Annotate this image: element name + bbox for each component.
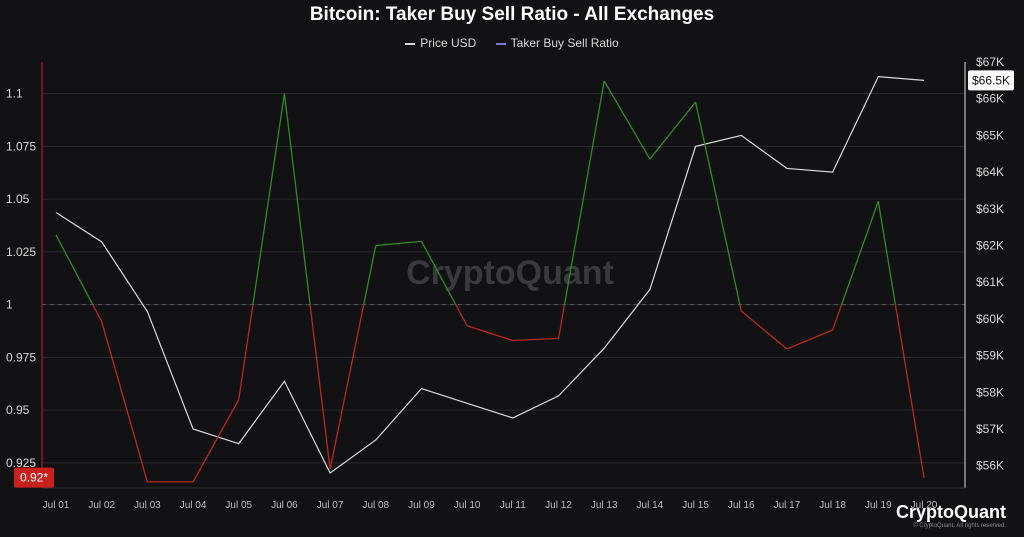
left-tick-label-2: 1.05 — [6, 192, 30, 206]
x-tick-label-11: Jul 12 — [545, 500, 572, 511]
left-tick-label-3: 1.025 — [6, 245, 36, 259]
legend-swatch-ratio — [495, 42, 506, 45]
left-tick-label-4: 1 — [6, 298, 13, 312]
watermark-text: CryptoQuant — [406, 254, 614, 292]
x-tick-label-3: Jul 04 — [180, 500, 207, 511]
left-tick-label-0: 1.1 — [6, 87, 23, 101]
ratio-segment-23 — [786, 329, 833, 350]
ratio-segment-13 — [455, 304, 468, 327]
ratio-segment-10 — [363, 245, 377, 305]
ratio-current-badge — [14, 467, 54, 488]
right-tick-label-7: $60K — [976, 312, 1004, 326]
ratio-segment-4 — [192, 399, 240, 483]
ratio-segment-21 — [739, 304, 742, 312]
ratio-segment-19 — [649, 101, 697, 160]
ratio-segment-7 — [283, 93, 311, 305]
ratio-segment-6 — [252, 93, 286, 305]
x-tick-label-12: Jul 13 — [591, 500, 618, 511]
x-tick-label-15: Jul 16 — [728, 500, 755, 511]
price-current-label: $66.5K — [972, 73, 1010, 87]
ratio-segment-26 — [877, 201, 897, 305]
x-tick-label-6: Jul 07 — [317, 500, 344, 511]
legend-label-ratio: Taker Buy Sell Ratio — [510, 36, 619, 50]
brand-copyright: © CryptoQuant. All rights reserved. — [913, 523, 1006, 529]
left-tick-label-5: 0.975 — [6, 350, 36, 364]
right-tick-label-3: $64K — [976, 165, 1004, 179]
ratio-segment-9 — [329, 304, 365, 470]
right-tick-label-0: $67K — [976, 55, 1004, 69]
x-tick-label-1: Jul 02 — [88, 500, 115, 511]
chart-legend: Price USD Taker Buy Sell Ratio — [0, 36, 1024, 50]
x-tick-label-8: Jul 09 — [408, 500, 435, 511]
legend-item-ratio[interactable]: Taker Buy Sell Ratio — [495, 36, 619, 50]
ratio-segment-5 — [238, 304, 254, 400]
ratio-segment-12 — [420, 241, 457, 305]
brand-logo: CryptoQuant © CryptoQuant. All rights re… — [896, 502, 1006, 529]
ratio-segment-22 — [740, 310, 788, 350]
ratio-segment-0 — [55, 234, 94, 305]
ratio-segment-20 — [694, 101, 741, 305]
ratio-segment-1 — [92, 304, 103, 322]
legend-item-price[interactable]: Price USD — [405, 36, 476, 50]
x-tick-label-18: Jul 19 — [865, 500, 892, 511]
right-tick-label-4: $63K — [976, 202, 1004, 216]
ratio-segment-11 — [375, 240, 422, 247]
ratio-segment-24 — [832, 304, 843, 331]
ratio-current-label: 0.92* — [20, 471, 48, 485]
ratio-segment-17 — [563, 80, 605, 305]
right-tick-label-11: $56K — [976, 459, 1004, 473]
right-tick-label-10: $57K — [976, 422, 1004, 436]
ratio-segment-2 — [101, 321, 148, 483]
right-tick-label-5: $62K — [976, 238, 1004, 252]
x-tick-label-5: Jul 06 — [271, 500, 298, 511]
ratio-segment-16 — [557, 304, 566, 339]
x-tick-label-14: Jul 15 — [682, 500, 709, 511]
price-current-badge — [968, 70, 1014, 91]
brand-name: CryptoQuant — [896, 502, 1006, 522]
price-usd-line — [55, 76, 925, 474]
ratio-segment-14 — [466, 325, 514, 342]
ratio-segment-25 — [841, 201, 879, 305]
right-tick-label-1: $66K — [976, 92, 1004, 106]
ratio-segment-15 — [512, 337, 559, 342]
x-tick-label-17: Jul 18 — [819, 500, 846, 511]
left-tick-label-1: 1.075 — [6, 139, 36, 153]
right-tick-label-9: $58K — [976, 385, 1004, 399]
x-tick-label-10: Jul 11 — [500, 500, 526, 511]
x-tick-label-19: Jul 20 — [911, 500, 938, 511]
right-tick-label-2: $65K — [976, 128, 1004, 142]
x-tick-label-13: Jul 14 — [637, 500, 664, 511]
right-tick-label-8: $59K — [976, 349, 1004, 363]
left-tick-label-7: 0.925 — [6, 456, 36, 470]
ratio-segment-8 — [309, 304, 331, 470]
x-tick-label-7: Jul 08 — [362, 500, 389, 511]
ratio-segment-18 — [603, 80, 651, 160]
right-tick-label-6: $61K — [976, 275, 1004, 289]
legend-label-price: Price USD — [420, 36, 477, 50]
left-tick-label-6: 0.95 — [6, 403, 30, 417]
x-tick-label-2: Jul 03 — [134, 500, 161, 511]
ratio-segment-27 — [894, 304, 925, 478]
x-tick-label-4: Jul 05 — [225, 500, 252, 511]
x-tick-label-0: Jul 01 — [43, 500, 70, 511]
x-tick-label-16: Jul 17 — [774, 500, 801, 511]
legend-swatch-price — [405, 42, 416, 45]
chart-title: Bitcoin: Taker Buy Sell Ratio - All Exch… — [309, 4, 715, 25]
x-tick-label-9: Jul 10 — [454, 500, 481, 511]
